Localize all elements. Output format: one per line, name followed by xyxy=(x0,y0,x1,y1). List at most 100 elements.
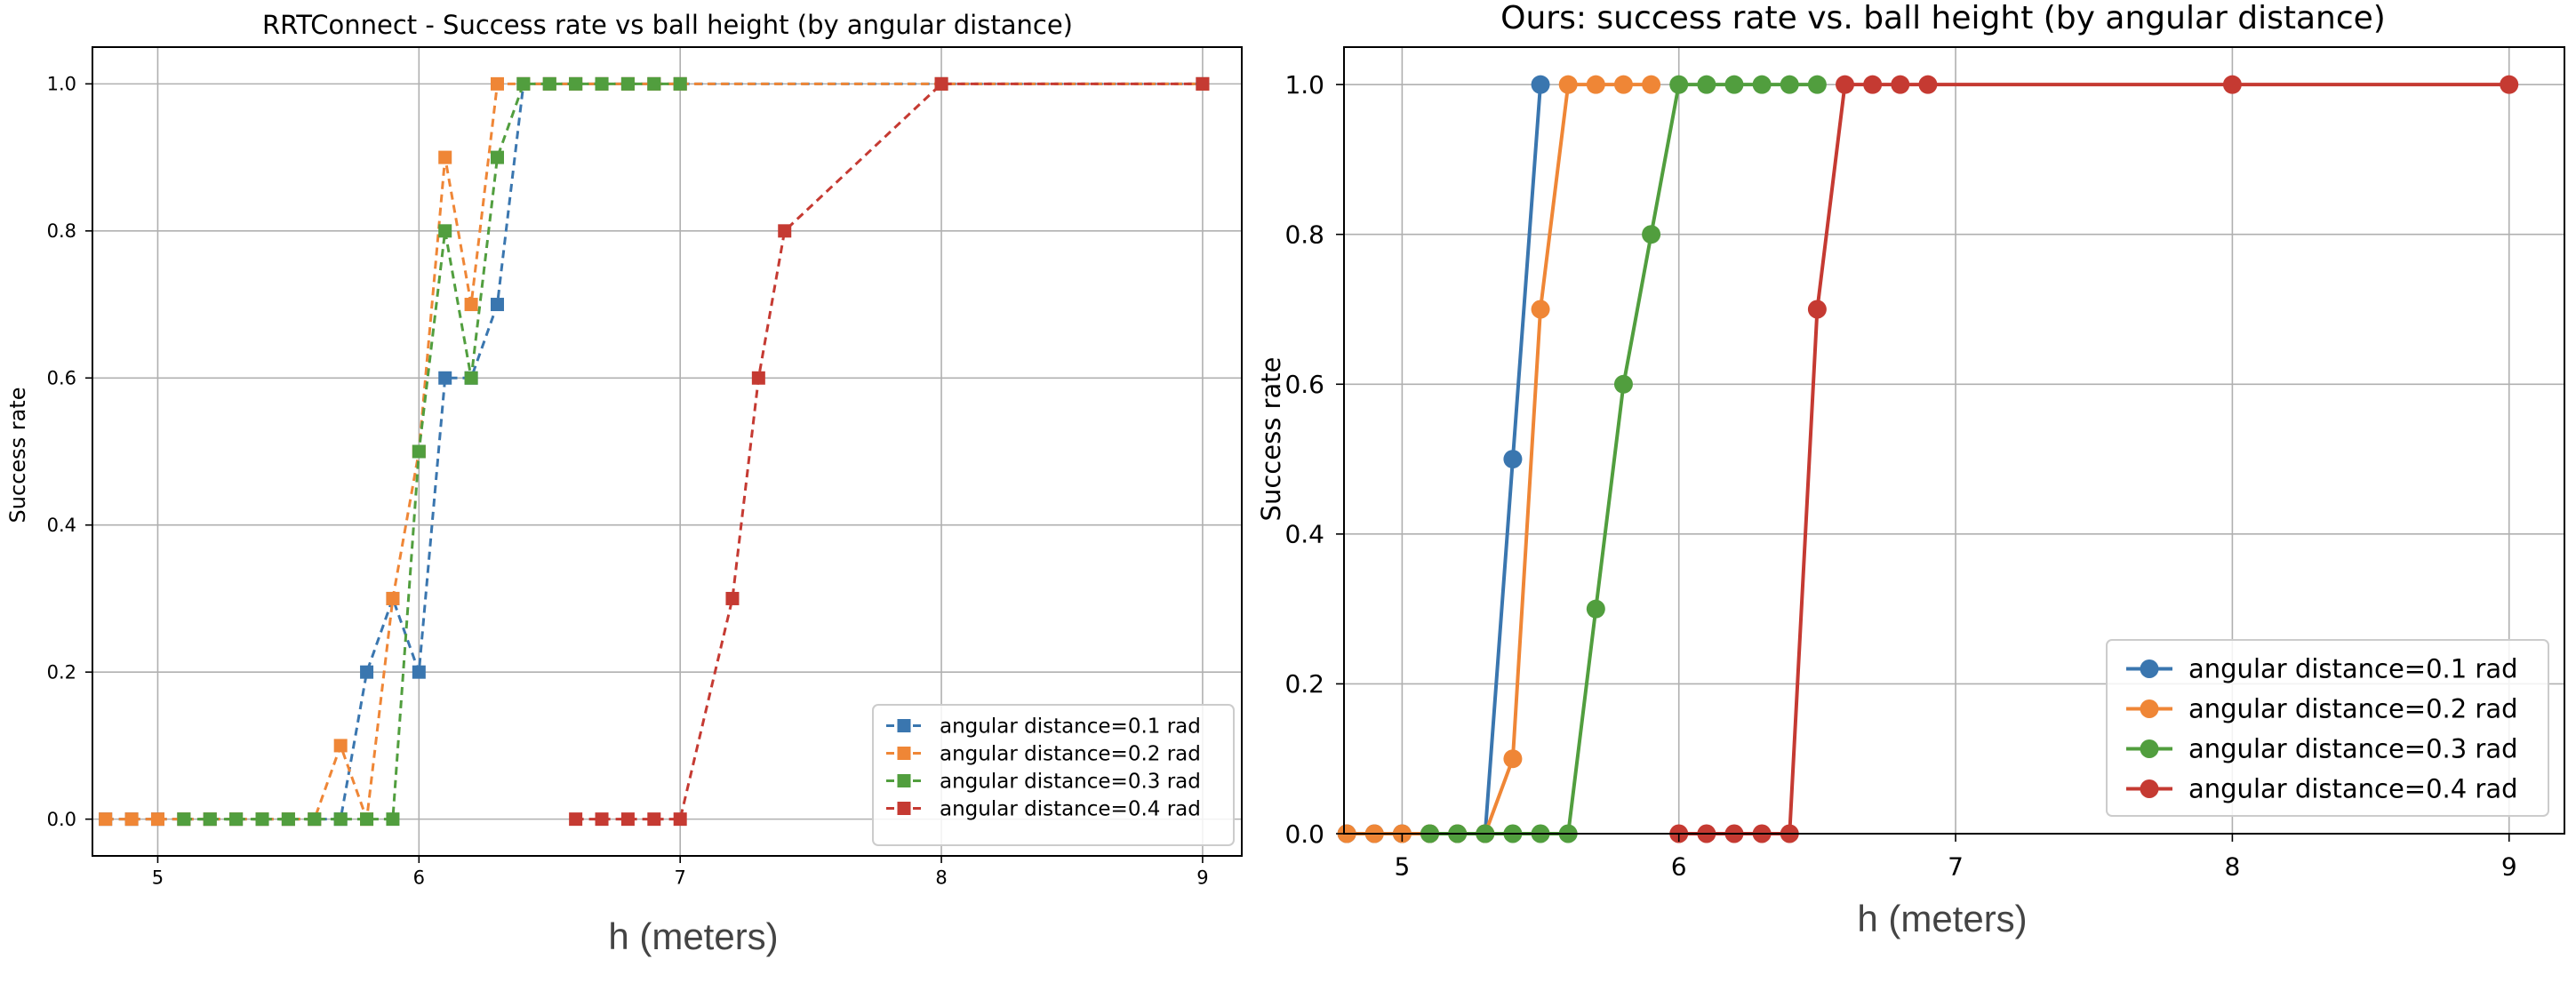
data-point xyxy=(569,76,583,91)
data-point xyxy=(1752,75,1772,94)
legend-marker xyxy=(2140,779,2159,798)
data-point xyxy=(1613,75,1633,94)
y-axis-label: Success rate xyxy=(5,388,30,523)
data-point xyxy=(438,150,452,164)
data-point xyxy=(1807,300,1827,319)
data-point xyxy=(386,812,400,827)
chart-title: RRTConnect - Success rate vs ball height… xyxy=(262,10,1073,40)
data-point xyxy=(778,224,792,238)
x-tick-label: 9 xyxy=(1196,867,1208,888)
y-ticks: 0.0 0.2 0.4 0.6 0.8 1.0 xyxy=(47,74,92,830)
y-tick-label: 0.0 xyxy=(1284,819,1324,849)
legend-marker xyxy=(2140,699,2159,718)
y-tick-label: 0.8 xyxy=(47,220,76,242)
data-point xyxy=(542,76,556,91)
y-tick-label: 0.4 xyxy=(1284,520,1324,549)
legend-label: angular distance=0.3 rad xyxy=(940,771,1201,794)
data-point xyxy=(673,76,687,91)
x-tick-label: 8 xyxy=(2224,851,2240,881)
data-point xyxy=(1836,75,1855,94)
data-point xyxy=(595,76,609,91)
data-point xyxy=(1642,225,1661,244)
data-point xyxy=(934,76,948,91)
y-ticks: 0.0 0.2 0.4 0.6 0.8 1.0 xyxy=(1284,70,1344,849)
legend-marker xyxy=(897,747,911,760)
x-tick-label: 7 xyxy=(1948,851,1964,881)
x-tick-label: 6 xyxy=(413,867,425,888)
y-axis-label: Success rate xyxy=(1256,357,1286,522)
series-line xyxy=(183,82,681,821)
x-tick-label: 7 xyxy=(675,867,686,888)
x-ticks: 5 6 7 8 9 xyxy=(1394,834,2517,881)
legend-marker xyxy=(2140,659,2159,678)
data-point xyxy=(464,298,478,312)
legend-marker xyxy=(897,719,911,732)
plot-frame xyxy=(1343,46,2565,835)
legend-label: angular distance=0.1 rad xyxy=(2188,654,2518,684)
data-point xyxy=(1196,76,1210,91)
data-point xyxy=(1863,75,1883,94)
data-point xyxy=(490,76,504,91)
data-point xyxy=(751,371,765,385)
y-tick-label: 0.2 xyxy=(1284,669,1324,699)
data-point xyxy=(490,298,504,312)
series-line xyxy=(1429,83,1818,835)
data-point xyxy=(124,812,139,827)
data-point xyxy=(438,371,452,385)
legend-label: angular distance=0.2 rad xyxy=(940,743,1201,766)
x-tick-label: 8 xyxy=(935,867,947,888)
data-point xyxy=(1891,75,1910,94)
data-point xyxy=(386,591,400,605)
legend-frame xyxy=(872,704,1235,846)
data-point xyxy=(438,224,452,238)
data-point xyxy=(1531,75,1550,94)
legend: angular distance=0.1 rad angular distance… xyxy=(872,704,1235,846)
data-point xyxy=(1669,75,1689,94)
legend-label: angular distance=0.2 rad xyxy=(2188,694,2518,724)
y-tick-label: 0.4 xyxy=(47,515,76,536)
legend-label: angular distance=0.4 rad xyxy=(2188,774,2518,804)
x-ticks: 5 6 7 8 9 xyxy=(152,856,1209,888)
series-4 xyxy=(569,76,1210,827)
data-point xyxy=(1807,75,1827,94)
data-point xyxy=(333,739,348,753)
legend-label: angular distance=0.4 rad xyxy=(940,798,1201,821)
x-tick-label: 9 xyxy=(2501,851,2517,881)
data-point xyxy=(1918,75,1938,94)
series-2 xyxy=(1337,75,1661,843)
data-point xyxy=(1642,75,1661,94)
chart-title: Ours: success rate vs. ball height (by a… xyxy=(1500,0,2386,36)
chart-rrtconnect: RRTConnect - Success rate vs ball height… xyxy=(5,10,1243,888)
plot-series xyxy=(99,76,1210,827)
data-point xyxy=(203,812,217,827)
y-tick-label: 0.8 xyxy=(1284,220,1324,250)
data-point xyxy=(725,591,740,605)
legend-label: angular distance=0.3 rad xyxy=(2188,734,2518,764)
x-axis-label: h (meters) xyxy=(1857,898,2028,939)
data-point xyxy=(1586,75,1605,94)
x-axis-label: h (meters) xyxy=(608,915,779,957)
legend-label: angular distance=0.1 rad xyxy=(940,715,1201,739)
data-point xyxy=(516,76,531,91)
data-point xyxy=(647,76,661,91)
data-point xyxy=(464,371,478,385)
y-tick-label: 0.2 xyxy=(47,662,76,683)
data-point xyxy=(1724,75,1744,94)
series-line xyxy=(1347,83,1652,835)
x-tick-label: 5 xyxy=(1394,851,1410,881)
legend-frame xyxy=(2106,639,2549,817)
x-tick-label: 6 xyxy=(1671,851,1687,881)
data-point xyxy=(255,812,269,827)
data-point xyxy=(333,812,348,827)
data-point xyxy=(281,812,295,827)
y-tick-label: 0.6 xyxy=(47,368,76,389)
data-point xyxy=(412,665,426,679)
data-point xyxy=(2222,75,2242,94)
data-point xyxy=(620,812,635,827)
plot-frame xyxy=(92,46,1243,857)
y-tick-label: 1.0 xyxy=(1284,70,1324,100)
legend-marker xyxy=(897,802,911,815)
y-tick-label: 0.6 xyxy=(1284,370,1324,399)
data-point xyxy=(2500,75,2519,94)
x-tick-label: 5 xyxy=(152,867,164,888)
